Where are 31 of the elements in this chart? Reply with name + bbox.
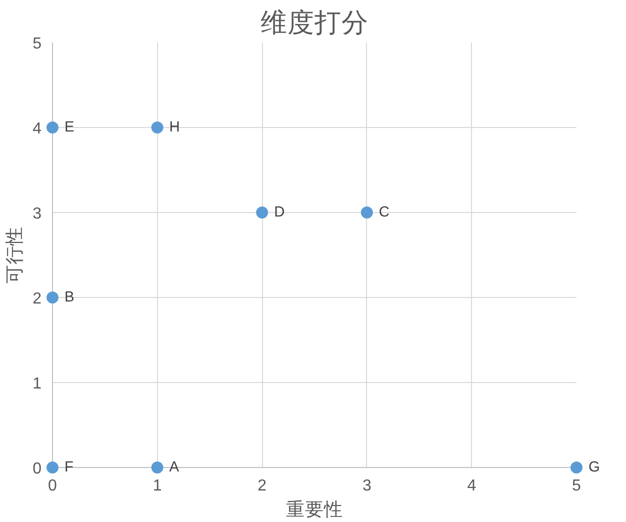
annotation: B <box>64 290 74 306</box>
annotation: A <box>169 460 180 476</box>
y-tick-label: 5 <box>32 36 42 52</box>
x-tick-label: 0 <box>48 478 58 494</box>
point <box>46 462 58 474</box>
annotation: F <box>64 460 74 476</box>
annotation: H <box>169 120 180 136</box>
y-tick-label: 1 <box>32 376 42 392</box>
chart-title: 维度打分 <box>260 8 368 38</box>
x-axis-title: 重要性 <box>286 498 343 520</box>
y-axis-title: 可行性 <box>4 226 25 284</box>
x-tick-label: 2 <box>258 478 267 494</box>
x-tick-label: 3 <box>362 478 372 494</box>
point <box>570 462 582 474</box>
point <box>256 206 268 218</box>
y-tick-label: 4 <box>32 120 42 138</box>
point <box>46 122 58 134</box>
annotation: D <box>274 204 285 220</box>
annotation: C <box>378 204 390 220</box>
annotation: E <box>64 120 74 136</box>
y-tick-label: 0 <box>32 460 42 478</box>
point <box>46 292 58 304</box>
point <box>151 122 164 134</box>
point <box>360 206 373 218</box>
x-tick-label: 1 <box>152 478 162 494</box>
point <box>151 462 164 474</box>
x-tick-label: 5 <box>572 478 582 494</box>
y-tick-label: 2 <box>32 290 42 308</box>
annotation: G <box>588 460 600 476</box>
y-tick-label: 3 <box>32 206 42 222</box>
x-tick-label: 4 <box>467 478 476 494</box>
